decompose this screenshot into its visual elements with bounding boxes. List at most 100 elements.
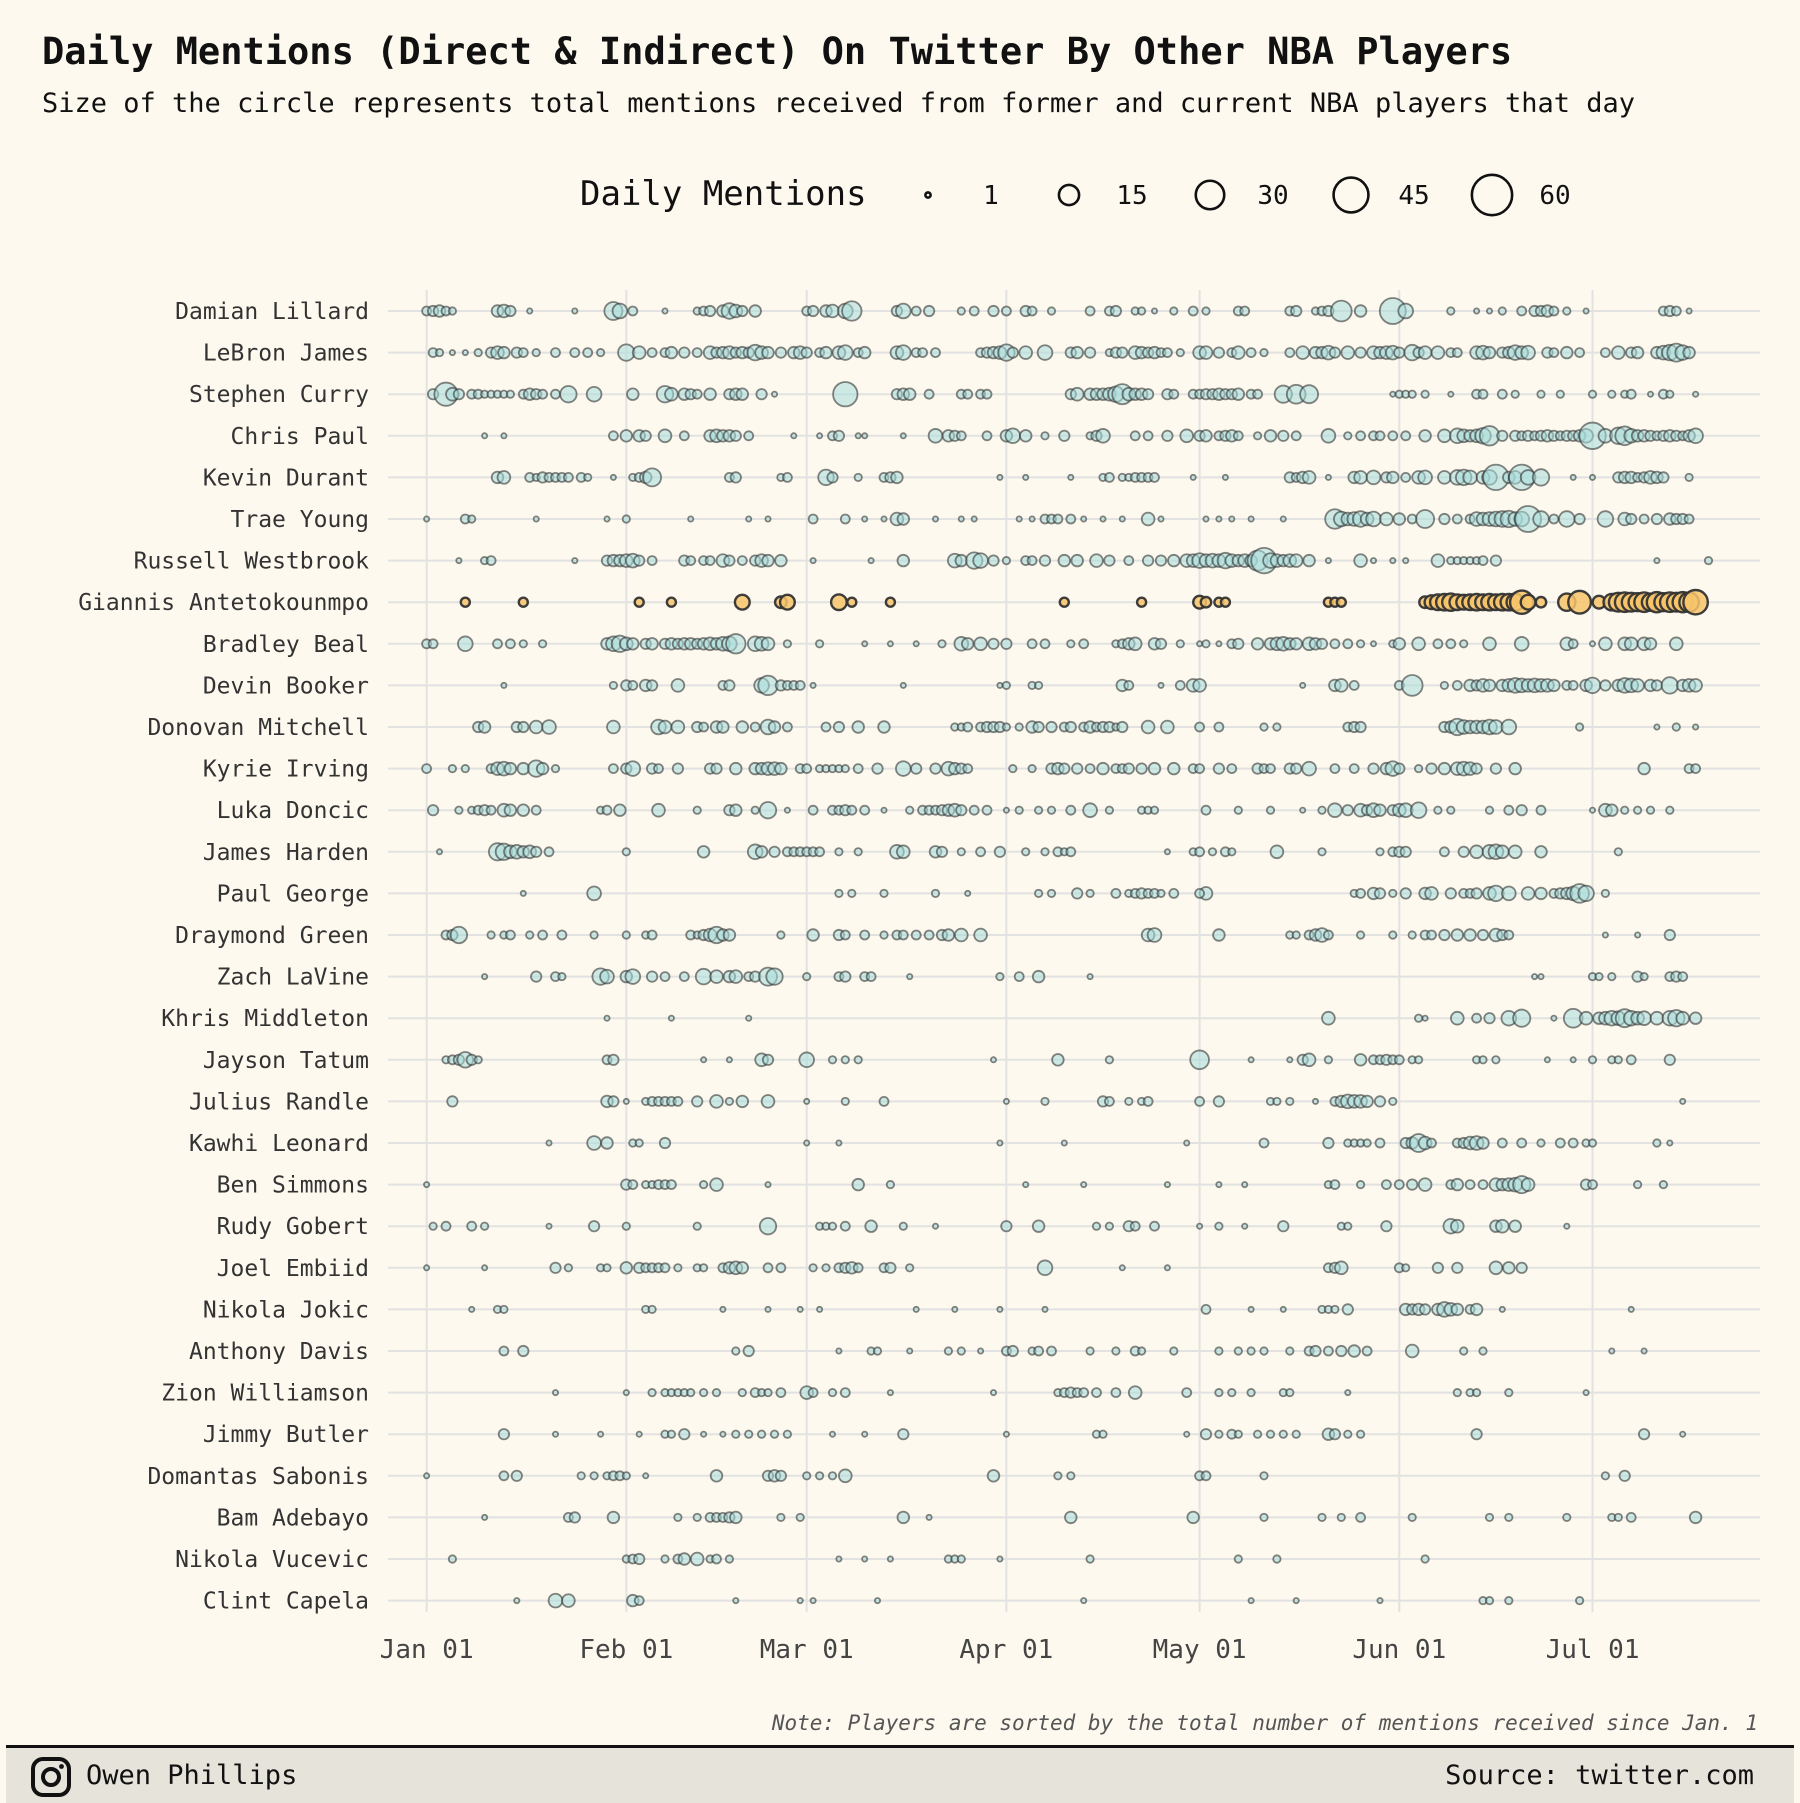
data-point: [778, 593, 796, 611]
data-point: [839, 1387, 851, 1398]
data-point: [1343, 1221, 1353, 1231]
data-point: [722, 928, 737, 942]
data-point: [1473, 307, 1481, 315]
data-point: [912, 1305, 920, 1313]
data-point: [1613, 847, 1623, 857]
data-point: [459, 596, 471, 608]
data-point: [815, 1471, 825, 1481]
data-point: [550, 347, 561, 359]
data-point: [1285, 1096, 1295, 1106]
data-point: [851, 1177, 865, 1192]
data-point: [803, 1097, 811, 1105]
data-point: [1247, 515, 1255, 523]
data-point: [504, 304, 517, 318]
data-point: [477, 720, 492, 734]
data-point: [749, 721, 761, 733]
data-point: [723, 679, 736, 692]
data-point: [1259, 722, 1269, 732]
data-point: [1430, 345, 1446, 360]
data-point: [1402, 557, 1410, 565]
data-point: [996, 681, 1004, 689]
data-point: [626, 387, 640, 401]
player-label: Kevin Durant: [203, 465, 369, 491]
data-point: [1520, 344, 1536, 361]
data-point: [840, 1055, 850, 1065]
data-point: [1070, 345, 1084, 360]
data-point: [977, 1347, 985, 1355]
data-point: [1033, 1345, 1044, 1357]
data-point: [1194, 888, 1205, 899]
data-point: [1418, 429, 1432, 443]
data-point: [481, 973, 489, 981]
data-point: [760, 636, 776, 652]
player-label: Nikola Vucevic: [175, 1547, 369, 1573]
data-point: [1285, 1346, 1295, 1356]
data-point: [1109, 304, 1123, 318]
data-point: [1569, 1056, 1577, 1064]
data-point: [859, 929, 871, 941]
data-point: [1658, 1180, 1668, 1190]
data-point: [832, 429, 846, 442]
data-point: [1516, 305, 1528, 317]
data-point: [1354, 346, 1367, 359]
data-point: [1587, 389, 1598, 399]
player-label: Paul George: [217, 881, 369, 907]
data-point: [686, 1388, 696, 1398]
data-point: [1388, 1096, 1398, 1106]
data-point: [1330, 299, 1353, 323]
player-label: Anthony Davis: [189, 1339, 369, 1365]
data-point: [1459, 1346, 1469, 1356]
data-point: [1476, 928, 1490, 942]
data-point: [809, 557, 817, 565]
data-point: [1684, 472, 1694, 482]
data-point: [500, 432, 508, 440]
data-point: [768, 845, 781, 858]
player-label: James Harden: [203, 840, 369, 866]
data-point: [1021, 847, 1031, 857]
data-point: [1477, 1179, 1489, 1190]
data-point: [467, 514, 477, 524]
data-point: [886, 640, 894, 648]
data-point: [1613, 1512, 1623, 1522]
data-point: [1198, 345, 1214, 360]
data-point: [689, 1551, 705, 1567]
data-point: [1495, 1218, 1510, 1234]
data-point: [1534, 845, 1548, 859]
data-point: [1214, 1346, 1224, 1356]
data-point: [1277, 429, 1290, 442]
data-point: [1272, 1096, 1282, 1106]
data-point: [561, 1593, 576, 1608]
data-point: [1142, 388, 1155, 401]
data-point: [1169, 1346, 1179, 1356]
data-point: [1151, 307, 1159, 315]
data-point: [1550, 1014, 1558, 1022]
data-point: [1548, 347, 1560, 359]
data-point: [878, 1096, 890, 1107]
data-point: [1409, 801, 1428, 819]
data-point: [624, 760, 642, 777]
data-point: [960, 637, 975, 651]
data-point: [1104, 805, 1114, 815]
data-point: [897, 929, 909, 941]
data-point: [1573, 512, 1586, 526]
data-point: [973, 636, 988, 652]
data-point: [1397, 302, 1414, 320]
data-point: [1682, 345, 1696, 360]
x-tick-label: Mar 01: [760, 1635, 854, 1665]
data-point: [1653, 557, 1661, 565]
player-label: Joel Embiid: [217, 1256, 369, 1282]
data-point: [481, 1264, 489, 1272]
data-point: [1637, 761, 1651, 776]
data-point: [541, 719, 557, 735]
data-point: [930, 347, 941, 359]
data-point: [1462, 469, 1478, 486]
data-point: [1650, 512, 1664, 526]
data-point: [1356, 930, 1366, 940]
data-point: [633, 1595, 645, 1606]
data-point: [1605, 803, 1619, 817]
data-point: [1608, 1347, 1616, 1355]
data-point: [1486, 307, 1494, 315]
data-point: [905, 1263, 915, 1273]
data-point: [827, 1055, 838, 1065]
data-point: [1084, 305, 1096, 317]
